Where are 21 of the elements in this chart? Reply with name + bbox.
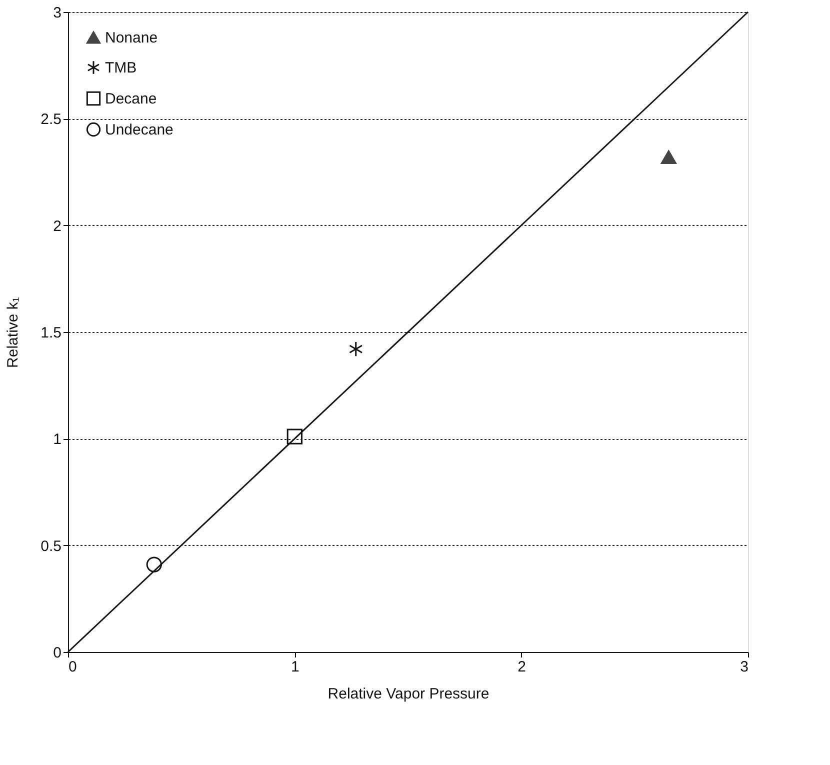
y-tick-label: 2 [53,218,62,235]
x-tick-label: 3 [740,658,748,676]
legend-label: Undecane [105,122,174,138]
legend-label: Nonane [105,30,158,46]
y-tick-label: 1.5 [40,324,62,342]
x-tick-label: 1 [290,658,300,676]
y-tick-label: 1 [53,431,62,448]
legend-label: TMB [105,60,137,76]
x-axis-title: Relative Vapor Pressure [328,686,490,702]
point [348,341,363,357]
y-tick-label: 0.5 [40,538,62,555]
y-tick-label: 0 [53,644,62,662]
y-tick-label: 2.5 [40,111,62,128]
point [286,428,302,444]
legend-label: Decane [105,90,157,108]
point [146,556,162,572]
x-tick-label: 2 [518,658,526,676]
x-tick-label: 0 [68,658,77,676]
y-tick-label: 3 [53,4,62,22]
point [660,150,676,164]
y-axis-title: Relative k₁ [4,297,22,368]
